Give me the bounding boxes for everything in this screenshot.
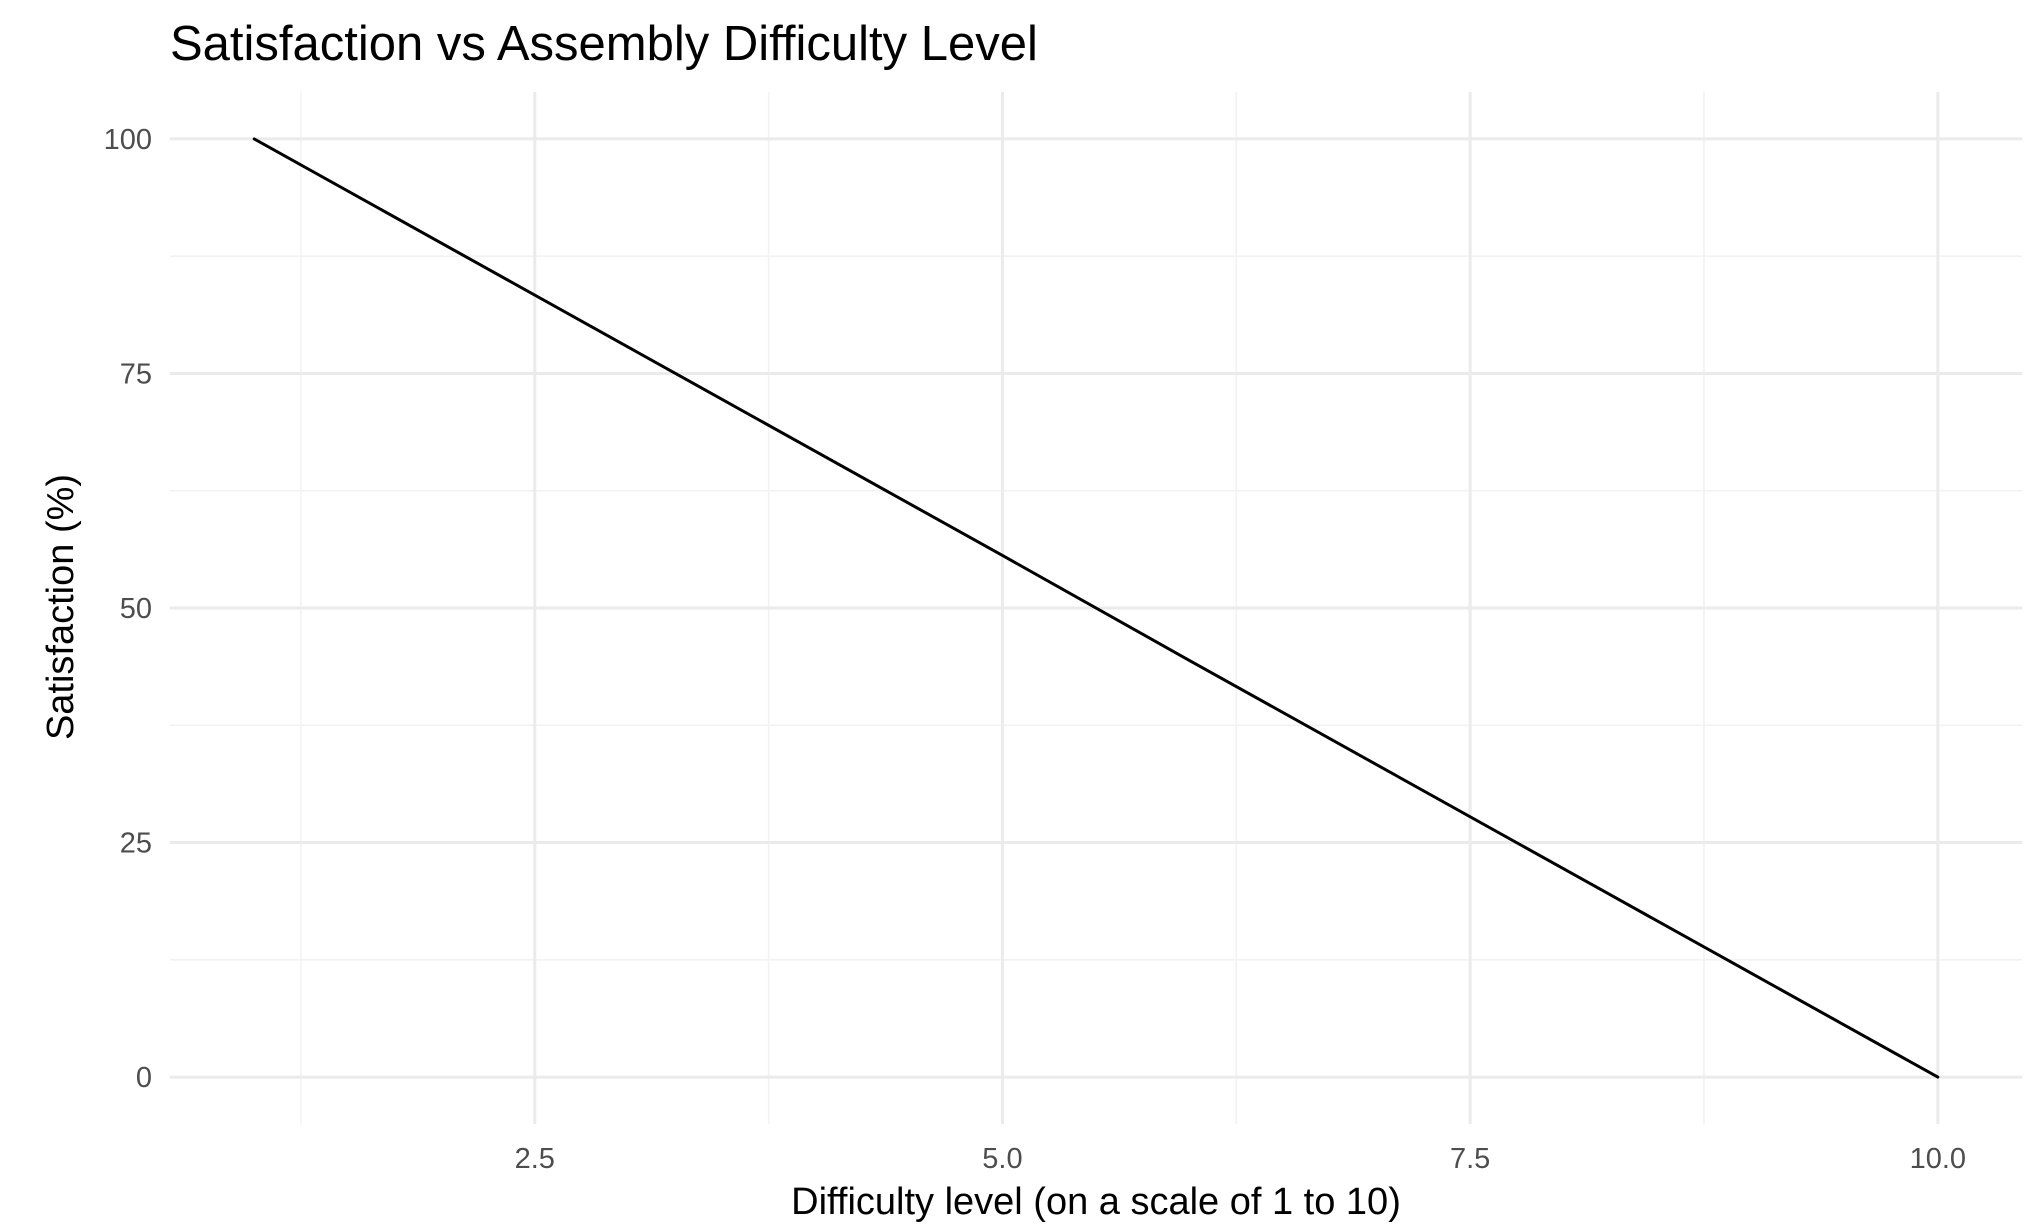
x-tick-label: 10.0: [1910, 1143, 1966, 1175]
x-tick-label: 5.0: [982, 1143, 1022, 1175]
y-tick-label: 0: [136, 1062, 152, 1094]
y-tick-labels: 0 25 50 75 100: [104, 124, 152, 1094]
minor-gridlines: [170, 92, 2022, 1124]
y-tick-label: 50: [120, 593, 152, 625]
series-layer: [252, 137, 1940, 1079]
x-tick-labels: 2.5 5.0 7.5 10.0: [515, 1143, 1966, 1175]
y-tick-label: 75: [120, 358, 152, 390]
x-axis-title: Difficulty level (on a scale of 1 to 10): [791, 1181, 1401, 1223]
y-axis-title: Satisfaction (%): [40, 474, 82, 740]
y-tick-label: 25: [120, 828, 152, 860]
chart-title: Satisfaction vs Assembly Difficulty Leve…: [170, 17, 1038, 71]
series-line: [252, 137, 1940, 1079]
x-tick-label: 2.5: [515, 1143, 555, 1175]
major-gridlines: [170, 92, 2022, 1124]
y-tick-label: 100: [104, 124, 152, 156]
x-tick-label: 7.5: [1450, 1143, 1490, 1175]
